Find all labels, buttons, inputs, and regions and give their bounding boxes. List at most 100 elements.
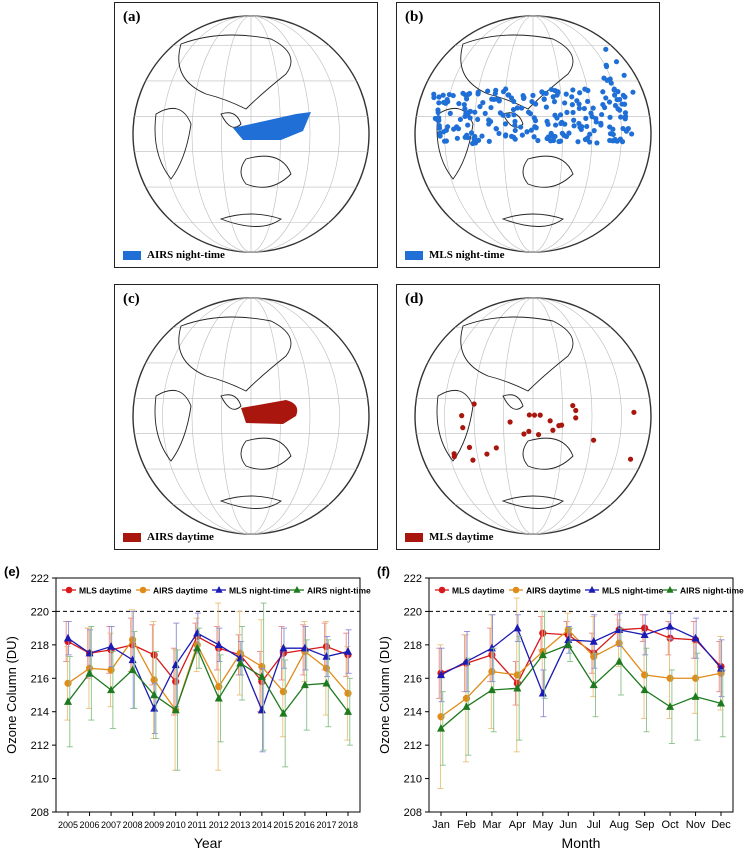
- series-airs-night-time: [64, 602, 353, 771]
- observation-dot: [629, 131, 635, 137]
- observation-dot: [578, 124, 584, 131]
- data-point: [150, 676, 158, 684]
- x-tick-label: Jan: [432, 819, 450, 831]
- x-tick-label: 2009: [144, 820, 164, 830]
- data-point: [513, 623, 522, 632]
- landmass-outline: [240, 155, 292, 188]
- legend-marker: [588, 586, 596, 593]
- observation-dot: [598, 122, 604, 128]
- observation-dot: [627, 456, 634, 462]
- observation-dot: [600, 101, 606, 108]
- observation-dot: [606, 99, 613, 105]
- series-line: [440, 628, 722, 718]
- data-point: [279, 643, 288, 652]
- observation-dot: [545, 121, 551, 127]
- data-point: [538, 650, 547, 659]
- data-point: [150, 651, 158, 659]
- observation-dot: [463, 96, 470, 102]
- observation-dot: [545, 134, 551, 140]
- map-legend: AIRS daytime: [123, 531, 214, 543]
- observation-dot: [510, 106, 517, 113]
- data-point: [279, 688, 287, 696]
- observation-dot: [587, 131, 593, 137]
- legend-entry: MLS daytime: [62, 586, 132, 596]
- data-point: [344, 647, 352, 655]
- landmass-outline: [501, 495, 564, 509]
- observation-dot: [468, 130, 475, 136]
- observation-dot: [520, 93, 526, 99]
- data-point: [564, 626, 572, 634]
- observation-dot: [484, 451, 490, 457]
- observation-dot: [614, 138, 620, 144]
- data-point: [322, 678, 331, 687]
- observation-dot: [464, 132, 470, 138]
- landmass-outline: [154, 389, 192, 462]
- landmass-outline: [460, 34, 574, 110]
- legend-entry: AIRS daytime: [136, 586, 208, 596]
- series-mls-night-time: [64, 610, 352, 753]
- observation-dot: [431, 94, 437, 101]
- data-point: [107, 685, 116, 694]
- map-panel-d: (d) MLS daytime: [396, 284, 660, 550]
- landmass-outline: [502, 112, 524, 128]
- panel-letter: (a): [123, 9, 141, 25]
- observation-dot: [537, 412, 543, 418]
- landmass-outline: [219, 213, 282, 227]
- observation-dot: [524, 129, 530, 135]
- series-line: [440, 625, 722, 695]
- observation-dot: [460, 425, 466, 431]
- observation-dot: [569, 102, 575, 108]
- coverage-area: [233, 112, 311, 140]
- data-point: [691, 692, 700, 700]
- legend-label: MLS night-time: [229, 586, 291, 596]
- legend-label: MLS daytime: [429, 531, 494, 543]
- data-point: [437, 713, 445, 721]
- observation-dot: [551, 99, 558, 105]
- observation-dot: [467, 90, 473, 97]
- observation-dot: [582, 86, 588, 92]
- x-tick-label: Jun: [559, 819, 577, 831]
- data-point: [344, 707, 352, 715]
- observation-dot: [585, 98, 591, 105]
- legend-label: AIRS night-time: [307, 586, 371, 596]
- observation-dot: [577, 90, 583, 96]
- observation-dot: [466, 444, 473, 450]
- observation-dot: [621, 72, 627, 78]
- landmass-outline: [178, 316, 292, 392]
- landmass-outline: [502, 394, 524, 410]
- panel-letter: (d): [405, 291, 424, 307]
- y-tick-label: 212: [31, 740, 49, 752]
- data-point: [666, 674, 674, 682]
- observation-dot: [471, 401, 477, 407]
- data-point: [640, 685, 649, 694]
- observation-dot: [509, 133, 515, 139]
- observation-dot: [603, 63, 610, 70]
- data-point: [589, 637, 598, 645]
- observation-dot: [548, 130, 554, 137]
- data-point: [488, 668, 496, 676]
- observation-dot: [482, 110, 488, 117]
- observation-dot: [454, 135, 460, 141]
- observation-dot: [543, 104, 549, 110]
- data-point: [717, 698, 725, 707]
- observation-dot: [470, 457, 476, 463]
- observation-dot: [550, 137, 557, 144]
- data-point: [691, 633, 700, 642]
- observation-dot: [559, 119, 565, 125]
- observation-dot: [533, 101, 539, 107]
- legend-label: AIRS daytime: [153, 586, 208, 596]
- legend-entry: MLS daytime: [435, 586, 505, 596]
- y-tick-label: 216: [31, 673, 49, 685]
- legend-swatch: [123, 250, 141, 260]
- observation-dot: [562, 100, 568, 106]
- observation-dot: [508, 95, 515, 101]
- observation-dot: [505, 92, 511, 98]
- legend-marker: [65, 586, 73, 594]
- observation-dot: [471, 137, 477, 143]
- x-tick-label: 2014: [252, 820, 272, 830]
- observation-dot: [570, 109, 576, 116]
- data-point: [129, 636, 137, 644]
- observation-dot: [607, 131, 614, 137]
- x-tick-label: 2011: [188, 820, 207, 830]
